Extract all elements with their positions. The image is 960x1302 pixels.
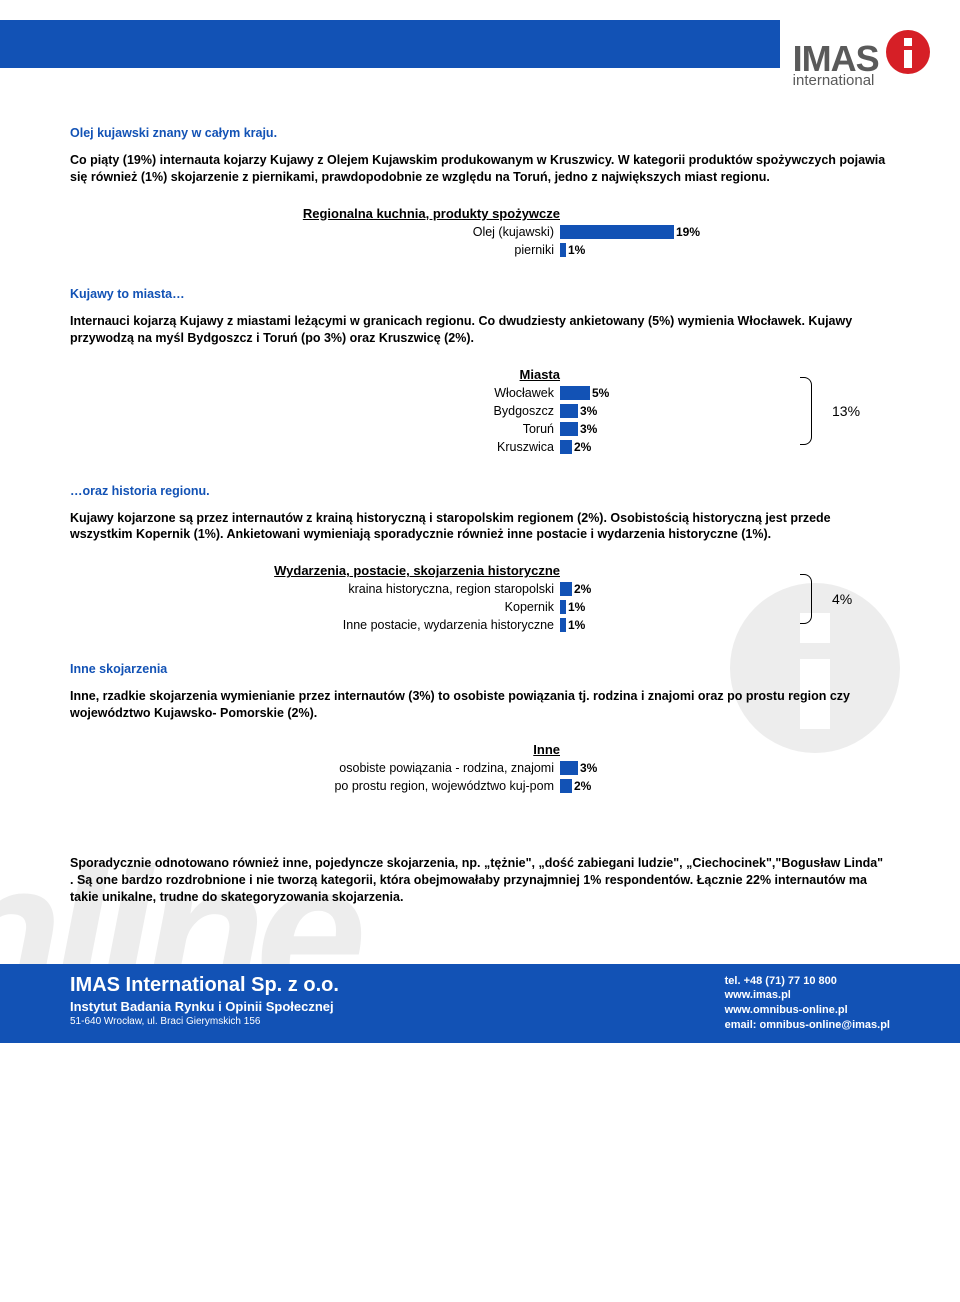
- chart-label: osobiste powiązania - rodzina, znajomi: [70, 761, 560, 775]
- chart-label: Olej (kujawski): [70, 225, 560, 239]
- chart-row: Toruń 3%: [70, 420, 760, 438]
- chart-row: Włocławek 5%: [70, 384, 760, 402]
- chart-bar: [560, 404, 578, 418]
- chart-bar: [560, 422, 578, 436]
- chart-label: Inne postacie, wydarzenia historyczne: [70, 618, 560, 632]
- chart-row: Kruszwica 2%: [70, 438, 760, 456]
- chart-bar: [560, 582, 572, 596]
- chart-label: Toruń: [70, 422, 560, 436]
- chart-bar-area: 2%: [560, 440, 760, 454]
- chart-bar: [560, 243, 566, 257]
- chart-bar-area: 3%: [560, 404, 760, 418]
- chart-bar: [560, 761, 578, 775]
- chart-row: osobiste powiązania - rodzina, znajomi 3%: [70, 759, 890, 777]
- footer: IMAS International Sp. z o.o. Instytut B…: [0, 964, 960, 1043]
- chart-title: Miasta: [70, 367, 560, 382]
- bracket-total: 4%: [832, 591, 852, 607]
- chart-bar-area: 3%: [560, 761, 760, 775]
- footer-url1: www.imas.pl: [725, 988, 890, 1003]
- chart-label: Bydgoszcz: [70, 404, 560, 418]
- chart-value: 3%: [580, 422, 597, 436]
- chart-label: po prostu region, województwo kuj-pom: [70, 779, 560, 793]
- chart-bar-area: 2%: [560, 779, 760, 793]
- chart-bar-area: 1%: [560, 618, 760, 632]
- chart-bar: [560, 225, 674, 239]
- chart-bar: [560, 779, 572, 793]
- body-text: Kujawy kojarzone są przez internautów z …: [70, 510, 890, 544]
- section-title: Olej kujawski znany w całym kraju.: [70, 126, 890, 140]
- chart-value: 2%: [574, 779, 591, 793]
- chart-bar-area: 1%: [560, 243, 760, 257]
- chart-other: Inne osobiste powiązania - rodzina, znaj…: [70, 742, 890, 795]
- chart-value: 3%: [580, 761, 597, 775]
- chart-label: Kopernik: [70, 600, 560, 614]
- footnote: Sporadycznie odnotowano również inne, po…: [70, 855, 890, 906]
- footer-email: email: omnibus-online@imas.pl: [725, 1018, 890, 1033]
- footer-org: IMAS International Sp. z o.o.: [70, 974, 339, 997]
- chart-label: kraina historyczna, region staropolski: [70, 582, 560, 596]
- footer-institute: Instytut Badania Rynku i Opinii Społeczn…: [70, 999, 339, 1014]
- bracket-icon: [800, 574, 812, 624]
- footer-url2: www.omnibus-online.pl: [725, 1003, 890, 1018]
- chart-value: 2%: [574, 440, 591, 454]
- chart-bar: [560, 600, 566, 614]
- chart-rows: osobiste powiązania - rodzina, znajomi 3%…: [70, 759, 890, 795]
- chart-value: 1%: [568, 243, 585, 257]
- chart-value: 5%: [592, 386, 609, 400]
- chart-bar-area: 5%: [560, 386, 760, 400]
- body-text: Internauci kojarzą Kujawy z miastami leż…: [70, 313, 890, 347]
- chart-bar: [560, 440, 572, 454]
- chart-label: Włocławek: [70, 386, 560, 400]
- chart-value: 3%: [580, 404, 597, 418]
- section-title: Inne skojarzenia: [70, 662, 890, 676]
- chart-title: Wydarzenia, postacie, skojarzenia histor…: [70, 563, 560, 578]
- chart-bar-area: 19%: [560, 225, 760, 239]
- main-content: Olej kujawski znany w całym kraju. Co pi…: [0, 68, 960, 934]
- chart-row: Bydgoszcz 3%: [70, 402, 760, 420]
- chart-row: Olej (kujawski) 19%: [70, 223, 890, 241]
- chart-row: Kopernik 1%: [70, 598, 760, 616]
- chart-bar-area: 3%: [560, 422, 760, 436]
- section-title: Kujawy to miasta…: [70, 287, 890, 301]
- chart-value: 1%: [568, 600, 585, 614]
- chart-rows: Olej (kujawski) 19% pierniki 1%: [70, 223, 890, 259]
- section-title: …oraz historia regionu.: [70, 484, 890, 498]
- chart-value: 1%: [568, 618, 585, 632]
- chart-label: pierniki: [70, 243, 560, 257]
- chart-row: po prostu region, województwo kuj-pom 2%: [70, 777, 890, 795]
- body-text: Co piąty (19%) internauta kojarzy Kujawy…: [70, 152, 890, 186]
- chart-title: Regionalna kuchnia, produkty spożywcze: [70, 206, 560, 221]
- chart-bar-area: 2%: [560, 582, 760, 596]
- footer-tel: tel. +48 (71) 77 10 800: [725, 974, 890, 989]
- footer-left: IMAS International Sp. z o.o. Instytut B…: [70, 974, 339, 1027]
- chart-bar-area: 1%: [560, 600, 760, 614]
- chart-value: 19%: [676, 225, 700, 239]
- chart-bar: [560, 386, 590, 400]
- bracket-icon: [800, 377, 812, 445]
- chart-cities: Miasta Włocławek 5% Bydgoszcz 3% Toruń 3% Krus…: [70, 367, 890, 456]
- header-bar: [0, 20, 780, 68]
- footer-right: tel. +48 (71) 77 10 800 www.imas.pl www.…: [725, 974, 890, 1033]
- chart-rows: Włocławek 5% Bydgoszcz 3% Toruń 3% Kruszwica 2%: [70, 384, 760, 456]
- chart-row: pierniki 1%: [70, 241, 890, 259]
- chart-regional-food: Regionalna kuchnia, produkty spożywcze O…: [70, 206, 890, 259]
- bracket-total: 13%: [832, 403, 860, 419]
- body-text: Inne, rzadkie skojarzenia wymienianie pr…: [70, 688, 890, 722]
- chart-rows: kraina historyczna, region staropolski 2%…: [70, 580, 760, 634]
- chart-history: Wydarzenia, postacie, skojarzenia histor…: [70, 563, 890, 634]
- chart-row: Inne postacie, wydarzenia historyczne 1%: [70, 616, 760, 634]
- chart-value: 2%: [574, 582, 591, 596]
- chart-title: Inne: [70, 742, 560, 757]
- chart-label: Kruszwica: [70, 440, 560, 454]
- chart-bar: [560, 618, 566, 632]
- footer-address: 51-640 Wrocław, ul. Braci Gierymskich 15…: [70, 1016, 339, 1027]
- chart-row: kraina historyczna, region staropolski 2%: [70, 580, 760, 598]
